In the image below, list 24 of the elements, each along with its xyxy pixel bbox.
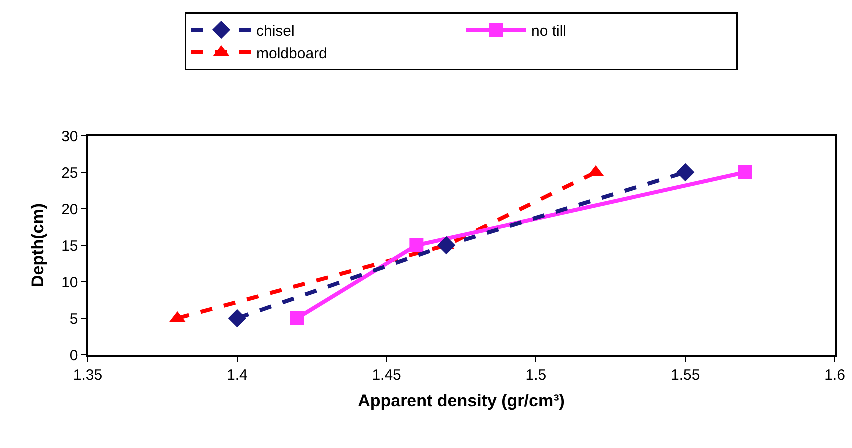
x-axis-title: Apparent density (gr/cm³) — [358, 392, 565, 411]
x-tick-label: 1.55 — [671, 366, 700, 384]
point — [410, 238, 424, 252]
x-tick-label: 1.6 — [824, 366, 846, 384]
x-tick-label: 1.45 — [372, 366, 402, 384]
point — [738, 166, 752, 180]
legend-label: no till — [532, 22, 567, 40]
y-tick-label: 20 — [62, 201, 78, 218]
point — [437, 236, 456, 255]
x-tick-label: 1.35 — [73, 366, 103, 384]
y-tick-label: 10 — [62, 274, 78, 292]
point — [676, 163, 695, 182]
legend-label: moldboard — [256, 45, 328, 62]
y-tick-label: 0 — [70, 347, 78, 364]
point — [228, 309, 246, 328]
y-axis-title: Depth(cm) — [28, 203, 48, 288]
y-tick-label: 15 — [62, 238, 78, 255]
y-tick-label: 25 — [62, 164, 78, 182]
legend-label: chisel — [256, 22, 295, 40]
x-tick-label: 1.4 — [226, 366, 248, 384]
y-tick-label: 30 — [62, 128, 78, 146]
y-tick-label: 5 — [70, 310, 78, 328]
x-tick-label: 1.5 — [526, 366, 547, 384]
point — [290, 312, 304, 326]
